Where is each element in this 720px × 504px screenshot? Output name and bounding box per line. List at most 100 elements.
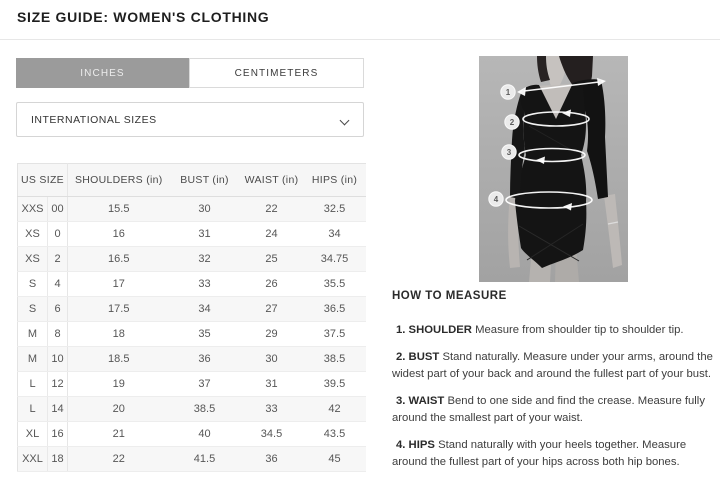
cell-shoulders: 15.5 [67,196,170,222]
cell-size-letter: S [17,271,48,297]
table-row: S 6 17.5 34 27 36.5 [17,296,366,322]
measure-step-text: Stand naturally. Measure under your arms… [392,350,713,381]
measurement-arrowheads [517,78,606,211]
cell-size-number: 16 [47,421,69,447]
cell-shoulders: 17 [67,271,170,297]
measure-step-label: 4. HIPS [396,438,435,451]
measure-step: 1. SHOULDER Measure from shoulder tip to… [392,322,714,340]
table-row: XS 2 16.5 32 25 34.75 [17,246,366,272]
measure-step-label: 1. SHOULDER [396,324,472,336]
measure-step-text: Stand naturally with your heels together… [392,438,687,469]
cell-size-letter: XS [17,246,48,272]
marker-2-label: 2 [510,118,515,127]
cell-bust: 33 [169,271,240,297]
measure-step: 2. BUST Stand naturally. Measure under y… [392,349,714,384]
measurement-lines [505,81,600,209]
table-row: M 10 18.5 36 30 38.5 [17,346,366,372]
measure-step: 3. WAIST Bend to one side and find the c… [392,393,714,428]
marker-1-label: 1 [506,88,511,97]
cell-shoulders: 22 [67,446,170,472]
cell-size-number: 6 [47,296,69,322]
table-header-row: US SIZE SHOULDERS (in) BUST (in) WAIST (… [16,163,366,197]
cell-hips: 36.5 [303,296,366,322]
measure-step-label: 3. WAIST [396,394,445,407]
cell-size-number: 8 [47,321,69,347]
how-to-measure-heading: HOW TO MEASURE [392,290,507,302]
cell-hips: 32.5 [303,196,366,222]
cell-size-letter: S [17,296,48,322]
measurement-diagram: 1 2 3 4 [479,56,628,282]
cell-bust: 34 [169,296,240,322]
cell-shoulders: 18.5 [67,346,170,372]
cell-size-letter: M [17,346,48,372]
cell-hips: 42 [303,396,366,422]
cell-hips: 34 [303,221,366,247]
measure-step-text: Bend to one side and find the crease. Me… [392,394,705,425]
measurement-markers: 1 2 3 4 [488,84,520,207]
col-header-shoulders: SHOULDERS (in) [67,163,170,197]
cell-hips: 37.5 [303,321,366,347]
cell-size-number: 4 [47,271,69,297]
cell-shoulders: 21 [67,421,170,447]
tab-inches[interactable]: INCHES [16,58,189,88]
cell-size-number: 00 [47,196,69,222]
cell-size-letter: M [17,321,48,347]
col-header-us-size: US SIZE [16,163,69,197]
cell-bust: 35 [169,321,240,347]
chevron-down-icon [341,116,349,124]
cell-size-number: 14 [47,396,69,422]
size-table: US SIZE SHOULDERS (in) BUST (in) WAIST (… [16,163,366,472]
cell-waist: 26 [239,271,304,297]
dropdown-value: INTERNATIONAL SIZES [31,113,157,126]
cell-shoulders: 20 [67,396,170,422]
table-row: XS 0 16 31 24 34 [17,221,366,247]
cell-hips: 34.75 [303,246,366,272]
cell-waist: 30 [239,346,304,372]
cell-size-letter: L [17,396,48,422]
cell-size-letter: XS [17,221,48,247]
col-header-bust: BUST (in) [169,163,240,197]
unit-tabs: INCHES CENTIMETERS [16,58,364,88]
cell-size-number: 18 [47,446,69,472]
model-photo [479,56,628,282]
col-header-waist: WAIST (in) [239,163,304,197]
cell-size-number: 10 [47,346,69,372]
page-title: SIZE GUIDE: WOMEN'S CLOTHING [17,9,270,25]
cell-hips: 35.5 [303,271,366,297]
cell-shoulders: 16.5 [67,246,170,272]
cell-waist: 34.5 [239,421,304,447]
how-to-measure-section: HOW TO MEASURE 1. SHOULDER Measure from … [392,290,714,481]
table-row: XXL 18 22 41.5 36 45 [17,446,366,472]
table-row: XL 16 21 40 34.5 43.5 [17,421,366,447]
international-sizes-dropdown[interactable]: INTERNATIONAL SIZES [16,102,364,137]
cell-size-letter: XXS [17,196,48,222]
cell-bust: 38.5 [169,396,240,422]
cell-hips: 45 [303,446,366,472]
tab-centimeters[interactable]: CENTIMETERS [189,58,364,88]
cell-shoulders: 18 [67,321,170,347]
cell-shoulders: 16 [67,221,170,247]
measure-step-label: 2. BUST [396,350,440,363]
cell-bust: 30 [169,196,240,222]
table-row: M 8 18 35 29 37.5 [17,321,366,347]
cell-bust: 36 [169,346,240,372]
cell-waist: 29 [239,321,304,347]
cell-waist: 36 [239,446,304,472]
cell-waist: 31 [239,371,304,397]
cell-bust: 32 [169,246,240,272]
cell-bust: 40 [169,421,240,447]
cell-waist: 24 [239,221,304,247]
table-row: L 14 20 38.5 33 42 [17,396,366,422]
table-row: L 12 19 37 31 39.5 [17,371,366,397]
cell-size-letter: L [17,371,48,397]
table-row: S 4 17 33 26 35.5 [17,271,366,297]
cell-hips: 43.5 [303,421,366,447]
cell-shoulders: 19 [67,371,170,397]
cell-bust: 31 [169,221,240,247]
cell-waist: 22 [239,196,304,222]
table-row: XXS 00 15.5 30 22 32.5 [17,196,366,222]
cell-size-letter: XXL [17,446,48,472]
marker-3-label: 3 [507,148,512,157]
measure-step: 4. HIPS Stand naturally with your heels … [392,437,714,472]
cell-waist: 27 [239,296,304,322]
